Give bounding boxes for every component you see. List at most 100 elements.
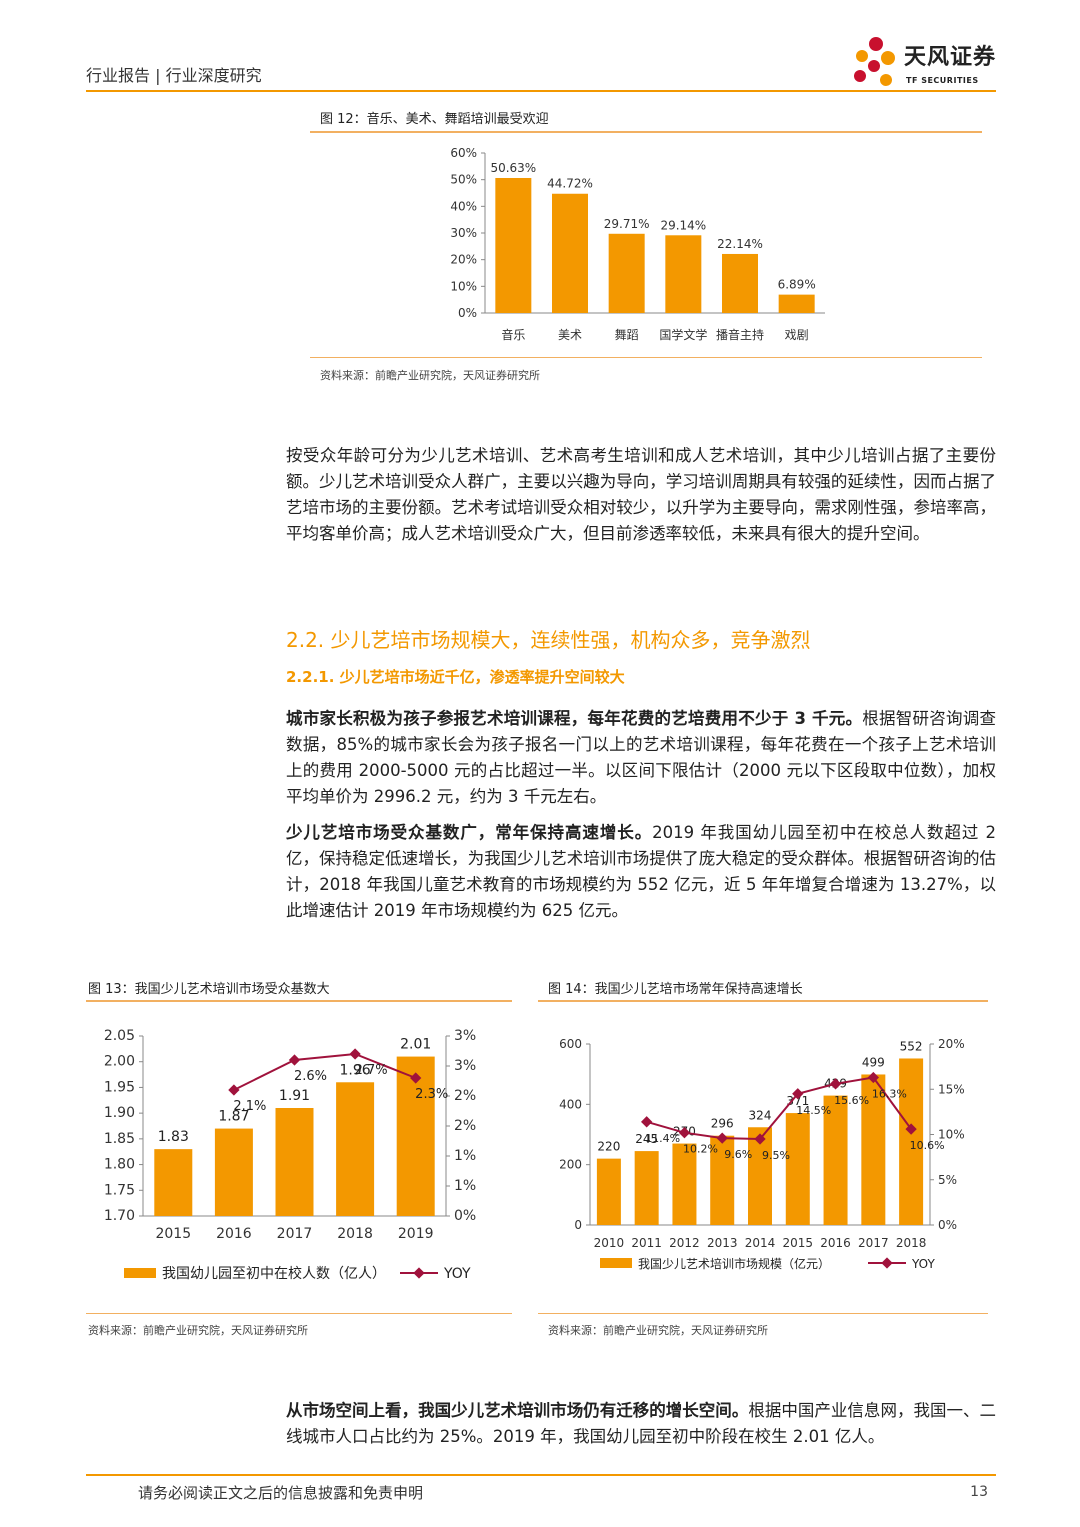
yoy-label: 11.4% xyxy=(645,1132,680,1145)
x-tick-label: 2017 xyxy=(858,1236,889,1250)
yoy-marker xyxy=(905,1123,917,1135)
left-tick-label: 400 xyxy=(559,1097,582,1111)
right-tick-label: 3% xyxy=(454,1028,476,1044)
bar-label: 1.83 xyxy=(158,1129,189,1145)
left-tick-label: 0 xyxy=(574,1218,582,1232)
logo-name-en: TF SECURITIES xyxy=(906,76,979,85)
data-label: 6.89% xyxy=(778,278,816,292)
bar xyxy=(665,235,702,313)
x-tick-label: 2015 xyxy=(783,1236,814,1250)
yoy-label: 10.2% xyxy=(683,1143,718,1156)
yoy-label: 9.5% xyxy=(762,1149,790,1162)
right-tick-label: 0% xyxy=(454,1208,476,1224)
x-tick-label: 国学文学 xyxy=(659,327,707,342)
figure12-chart: 0% 10% 20% 30% 40% 50% 60% 50.63% 音乐 44.72% 美术 29.7… xyxy=(450,146,825,342)
data-label: 29.71% xyxy=(604,217,650,231)
x-tick-label: 2017 xyxy=(277,1226,313,1242)
yoy-label: 9.6% xyxy=(724,1148,752,1161)
y-tick-label: 20% xyxy=(450,253,477,267)
yoy-label: 2.1% xyxy=(233,1099,266,1114)
left-tick-label: 1.85 xyxy=(104,1131,135,1147)
paragraph2-lead: 城市家长积极为孩子参报艺术培训课程，每年花费的艺培费用不少于 3 千元。 xyxy=(286,709,863,728)
legend-line-label: YOY xyxy=(443,1266,471,1282)
right-tick-label: 1% xyxy=(454,1148,476,1164)
section-heading-2-2: 2.2. 少儿艺培市场规模大，连续性强，机构众多，竞争激烈 xyxy=(286,628,811,652)
bar xyxy=(823,1095,848,1225)
figure14-chart: 02004006000%5%10%15%20%22020102452011270… xyxy=(559,1037,965,1271)
bar-label: 2.01 xyxy=(400,1037,431,1053)
right-tick-label: 15% xyxy=(938,1082,965,1096)
bar-label: 324 xyxy=(749,1108,772,1122)
y-tick-label: 10% xyxy=(450,279,477,293)
bar xyxy=(785,1113,810,1225)
bar xyxy=(861,1074,886,1225)
company-logo: 天风证券 TF SECURITIES xyxy=(848,34,1008,90)
paragraph3-body: 2019 年我国幼儿园至初中在校总人数超过 2 亿，保持稳定低速增长，为我国少儿… xyxy=(286,823,997,920)
bar xyxy=(722,253,758,313)
y-tick-label: 30% xyxy=(450,226,477,240)
x-tick-label: 2019 xyxy=(398,1226,434,1242)
legend-bar-swatch xyxy=(600,1258,632,1268)
bar-label: 552 xyxy=(900,1039,923,1053)
data-label: 44.72% xyxy=(547,177,593,191)
legend-bar-label: 我国少儿艺术培训市场规模（亿元） xyxy=(638,1256,830,1271)
figure13-bottom-rule xyxy=(86,1313,512,1314)
bar xyxy=(778,294,815,313)
x-tick-label: 2015 xyxy=(155,1226,191,1242)
body-paragraph-2: 城市家长积极为孩子参报艺术培训课程，每年花费的艺培费用不少于 3 千元。根据智研… xyxy=(286,706,996,810)
bar-label: 245 xyxy=(635,1132,658,1146)
yoy-marker xyxy=(228,1084,240,1096)
bar xyxy=(275,1108,314,1216)
x-tick-label: 2014 xyxy=(745,1236,776,1250)
y-tick-label: 40% xyxy=(450,199,477,213)
x-tick-label: 2016 xyxy=(820,1236,851,1250)
bar xyxy=(552,193,588,313)
bar xyxy=(596,1158,621,1225)
figure13-title: 图 13：我国少儿艺术培训市场受众基数大 xyxy=(88,982,330,997)
x-tick-label: 美术 xyxy=(558,328,582,342)
page-number: 13 xyxy=(970,1484,988,1500)
right-tick-label: 20% xyxy=(938,1037,965,1051)
yoy-line xyxy=(233,1052,417,1091)
left-tick-label: 1.90 xyxy=(104,1105,135,1121)
y-tick-label: 50% xyxy=(450,173,477,187)
paragraph4-lead: 从市场空间上看，我国少儿艺术培训市场仍有迁移的增长空间。 xyxy=(286,1401,749,1420)
bar-label: 1.96 xyxy=(340,1062,371,1078)
y-tick-label: 60% xyxy=(450,146,477,160)
x-tick-label: 舞蹈 xyxy=(615,328,639,342)
bar xyxy=(672,1143,697,1225)
x-tick-label: 2010 xyxy=(594,1236,625,1250)
yoy-marker xyxy=(349,1048,361,1060)
figure13-source: 资料来源：前瞻产业研究院，天风证券研究所 xyxy=(88,1324,308,1337)
right-tick-label: 2% xyxy=(454,1088,476,1104)
right-tick-label: 0% xyxy=(938,1218,957,1232)
bar xyxy=(214,1128,253,1216)
left-tick-label: 600 xyxy=(559,1037,582,1051)
x-tick-label: 2016 xyxy=(216,1226,252,1242)
yoy-label: 15.6% xyxy=(834,1094,869,1107)
body-paragraph-1: 按受众年龄可分为少儿艺术培训、艺术高考生培训和成人艺术培训，其中少儿培训占据了主… xyxy=(286,446,996,543)
figure14-top-rule xyxy=(538,1000,988,1002)
yoy-marker xyxy=(641,1116,653,1128)
x-tick-label: 2012 xyxy=(669,1236,700,1250)
x-tick-label: 音乐 xyxy=(501,327,525,342)
left-tick-label: 1.70 xyxy=(104,1208,135,1224)
bar-label: 1.91 xyxy=(279,1088,310,1104)
data-label: 50.63% xyxy=(490,161,536,175)
legend-line-marker xyxy=(881,1257,893,1269)
bar xyxy=(710,1135,735,1225)
section-heading-2-2-1: 2.2.1. 少儿艺培市场近千亿，渗透率提升空间较大 xyxy=(286,668,625,686)
legend-line-label: YOY xyxy=(911,1257,935,1271)
right-tick-label: 1% xyxy=(454,1178,476,1194)
figure14-bottom-rule xyxy=(538,1313,988,1314)
yoy-label: 16.3% xyxy=(872,1087,907,1100)
y-tick-label: 0% xyxy=(458,306,477,320)
figure14-title: 图 14：我国少儿艺培市场常年保持高速增长 xyxy=(548,982,803,997)
yoy-label: 10.6% xyxy=(910,1139,945,1152)
yoy-label: 2.7% xyxy=(355,1063,388,1078)
flower-logo-icon xyxy=(854,37,895,86)
bar xyxy=(336,1082,375,1216)
x-tick-label: 2013 xyxy=(707,1236,738,1250)
x-tick-label: 2011 xyxy=(631,1236,662,1250)
data-label: 29.14% xyxy=(660,218,706,232)
